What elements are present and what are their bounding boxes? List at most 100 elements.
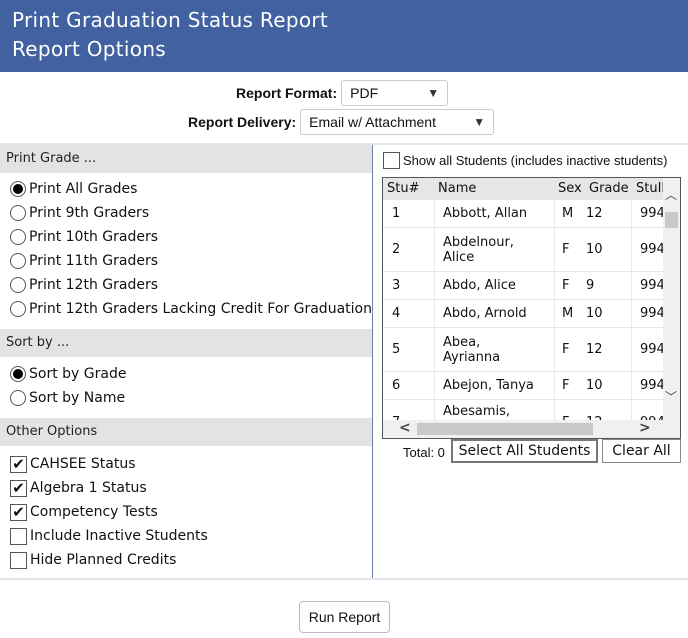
select-all-students-button[interactable]: Select All Students	[451, 439, 598, 463]
cell-id: 994	[640, 306, 665, 321]
show-all-students-checkbox[interactable]: Show all Students (includes inactive stu…	[383, 152, 667, 169]
option-label: Print All Grades	[29, 181, 138, 197]
cell-grade: 12	[586, 206, 603, 221]
horizontal-scrollbar[interactable]: < >	[383, 420, 680, 438]
cell-id: 994	[640, 278, 665, 293]
run-report-button[interactable]: Run Report	[299, 601, 390, 633]
divider	[0, 578, 688, 580]
option-label: Hide Planned Credits	[30, 552, 177, 568]
cell-grade: 10	[586, 242, 603, 257]
radio-icon[interactable]	[10, 277, 26, 293]
col-stuid[interactable]: StuID	[636, 181, 663, 196]
radio-selected-icon[interactable]	[10, 366, 26, 382]
col-grade[interactable]: Grade	[589, 181, 629, 196]
col-divider	[434, 200, 435, 420]
radio-sort-name[interactable]: Sort by Name	[10, 387, 125, 409]
option-label: Print 12th Graders	[29, 277, 159, 293]
scroll-up-icon[interactable]: ︿	[665, 188, 678, 202]
students-panel: Show all Students (includes inactive stu…	[373, 145, 688, 578]
page-title: Print Graduation Status Report	[12, 8, 329, 32]
option-label: Print 10th Graders	[29, 229, 159, 245]
cell-id: 994	[640, 378, 665, 393]
scroll-down-icon[interactable]: ﹀	[665, 390, 678, 404]
radio-print-all-grades[interactable]: Print All Grades	[10, 178, 137, 200]
cell-sex: M	[562, 306, 574, 321]
total-count: Total: 0	[403, 445, 445, 460]
cell-name: Abdo, Alice	[443, 278, 516, 293]
checkmark-icon[interactable]: ✔	[10, 479, 27, 497]
horizontal-scroll-thumb[interactable]	[417, 423, 593, 435]
cell-num: 6	[392, 378, 401, 393]
report-format-select[interactable]: PDF ▼	[341, 80, 449, 106]
table-row[interactable]: 1 Abbott, Allan M 12 994	[383, 200, 665, 228]
table-row[interactable]: 3 Abdo, Alice F 9 994	[383, 272, 665, 300]
checkbox-algebra[interactable]: ✔ Algebra 1 Status	[10, 477, 147, 499]
option-label: Algebra 1 Status	[30, 480, 147, 496]
options-panel: Print Grade ... Print All Grades Print 9…	[0, 145, 373, 578]
option-label: Print 9th Graders	[29, 205, 150, 221]
checkmark-icon[interactable]: ✔	[10, 455, 27, 473]
report-format-value: PDF	[350, 85, 379, 101]
option-label: Sort by Grade	[29, 366, 127, 382]
radio-icon[interactable]	[10, 301, 26, 317]
cell-name: Abesamis,	[443, 404, 511, 419]
radio-icon[interactable]	[10, 390, 26, 406]
col-sex[interactable]: Sex	[558, 181, 582, 196]
radio-print-12th[interactable]: Print 12th Graders	[10, 274, 158, 296]
col-name[interactable]: Name	[438, 181, 477, 196]
vertical-scroll-thumb[interactable]	[665, 212, 678, 228]
cell-num: 4	[392, 306, 401, 321]
table-row[interactable]: 5 Abea, Ayrianna F 12 994	[383, 328, 665, 372]
caret-down-icon: ▼	[427, 86, 440, 100]
radio-icon[interactable]	[10, 229, 26, 245]
sort-by-heading: Sort by ...	[0, 329, 372, 357]
option-label: Competency Tests	[30, 504, 158, 520]
option-label: Print 12th Graders Lacking Credit For Gr…	[29, 301, 372, 317]
radio-sort-grade[interactable]: Sort by Grade	[10, 363, 126, 385]
col-stu-num[interactable]: Stu#	[387, 181, 420, 196]
option-label: Print 11th Graders	[29, 253, 159, 269]
cell-grade: 10	[586, 306, 603, 321]
radio-print-10th[interactable]: Print 10th Graders	[10, 226, 158, 248]
cell-id: 994	[640, 242, 665, 257]
radio-print-12th-lacking[interactable]: Print 12th Graders Lacking Credit For Gr…	[10, 298, 372, 320]
cell-sex: F	[562, 278, 570, 293]
radio-print-9th[interactable]: Print 9th Graders	[10, 202, 149, 224]
print-grade-heading: Print Grade ...	[0, 145, 372, 173]
cell-sex: F	[562, 342, 570, 357]
checkbox-competency[interactable]: ✔ Competency Tests	[10, 501, 158, 523]
scroll-left-icon[interactable]: <	[399, 420, 411, 436]
option-label: CAHSEE Status	[30, 456, 136, 472]
checkbox-cahsee[interactable]: ✔ CAHSEE Status	[10, 453, 136, 475]
table-header: Stu# Name Sex Grade StuID	[383, 178, 663, 200]
checkbox-hide-planned[interactable]: Hide Planned Credits	[10, 549, 176, 571]
report-delivery-value: Email w/ Attachment	[309, 114, 436, 130]
checkbox-include-inactive[interactable]: Include Inactive Students	[10, 525, 208, 547]
divider	[0, 143, 688, 145]
table-row[interactable]: 6 Abejon, Tanya F 10 994	[383, 372, 665, 400]
clear-all-button[interactable]: Clear All	[602, 439, 681, 463]
report-delivery-select[interactable]: Email w/ Attachment ▼	[300, 109, 495, 135]
option-label: Sort by Name	[29, 390, 126, 406]
table-row[interactable]: 2 Abdelnour, Alice F 10 994	[383, 228, 665, 272]
checkmark-icon[interactable]: ✔	[10, 503, 27, 521]
checkbox-empty-icon[interactable]	[383, 152, 400, 169]
vertical-scrollbar[interactable]: ︿ ﹀	[663, 178, 680, 420]
cell-name: Abbott, Allan	[443, 206, 528, 221]
table-row[interactable]: 4 Abdo, Arnold M 10 994	[383, 300, 665, 328]
checkbox-empty-icon[interactable]	[10, 527, 27, 545]
cell-sex: F	[562, 242, 570, 257]
cell-name: Abea, Ayrianna	[443, 334, 501, 365]
radio-selected-icon[interactable]	[10, 181, 26, 197]
option-label: Include Inactive Students	[30, 528, 208, 544]
cell-id: 994	[640, 206, 665, 221]
scroll-right-icon[interactable]: >	[639, 420, 651, 436]
radio-icon[interactable]	[10, 205, 26, 221]
caret-down-icon: ▼	[473, 115, 486, 129]
radio-icon[interactable]	[10, 253, 26, 269]
cell-num: 1	[392, 206, 401, 221]
checkbox-empty-icon[interactable]	[10, 551, 27, 569]
cell-sex: M	[562, 206, 574, 221]
cell-id: 994	[640, 342, 665, 357]
radio-print-11th[interactable]: Print 11th Graders	[10, 250, 158, 272]
